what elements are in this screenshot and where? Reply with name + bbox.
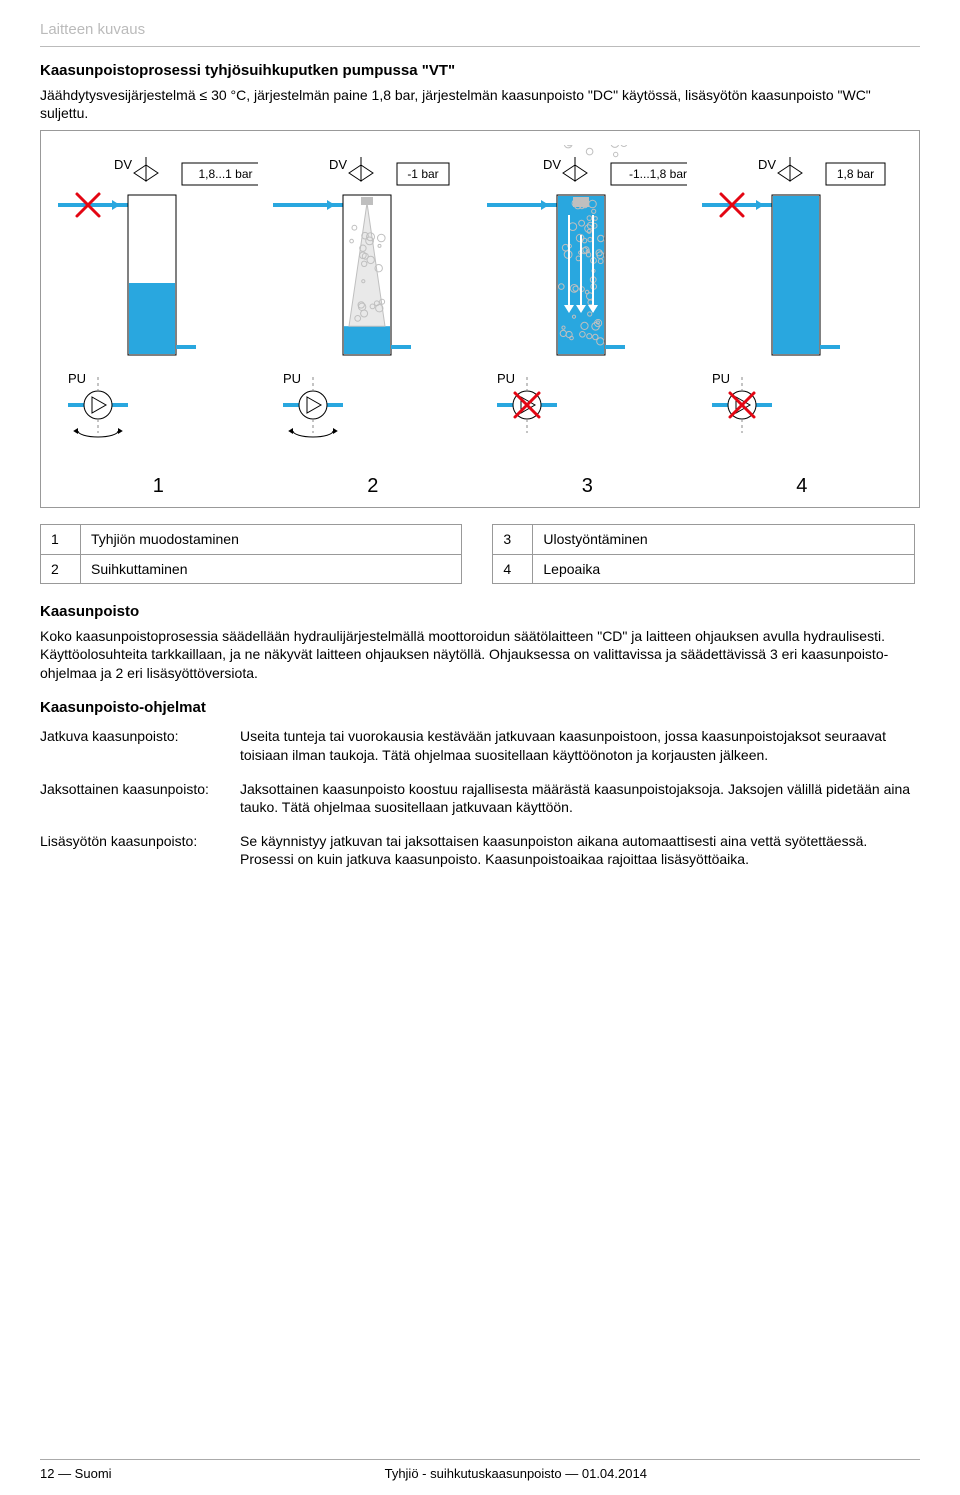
stage-number: 1: [153, 473, 164, 499]
legend-text: Lepoaika: [533, 554, 914, 583]
program-label: Lisäsyötön kaasunpoisto:: [40, 832, 240, 868]
footer-center: Tyhjiö - suihkutuskaasunpoisto — 01.04.2…: [385, 1466, 647, 1483]
legend-num: 4: [493, 554, 533, 583]
footer-left: 12 — Suomi: [40, 1466, 112, 1483]
program-desc: Jaksottainen kaasunpoisto koostuu rajall…: [240, 780, 920, 816]
stage-number: 4: [796, 473, 807, 499]
legend-num: 2: [41, 554, 81, 583]
diagram-stage: DV -1 bar PU 2: [273, 145, 473, 499]
table-row: 2Suihkuttaminen: [41, 554, 462, 583]
table-row: 4Lepoaika: [493, 554, 914, 583]
table-row: 1Tyhjiön muodostaminen: [41, 525, 462, 554]
program-label: Jatkuva kaasunpoisto:: [40, 727, 240, 763]
legend-table-right: 3Ulostyöntäminen4Lepoaika: [492, 524, 914, 583]
process-diagram: DV 1,8...1 bar PU 1 DV -1 bar PU 2 DV -1..…: [40, 130, 920, 508]
svg-text:DV: DV: [758, 157, 776, 172]
page-footer: 12 — Suomi Tyhjiö - suihkutuskaasunpoist…: [0, 1459, 960, 1495]
svg-text:DV: DV: [329, 157, 347, 172]
svg-text:PU: PU: [497, 371, 515, 386]
svg-text:DV: DV: [114, 157, 132, 172]
kaasunpoisto-body: Koko kaasunpoistoprosessia säädellään hy…: [40, 627, 920, 682]
program-label: Jaksottainen kaasunpoisto:: [40, 780, 240, 816]
table-row: 3Ulostyöntäminen: [493, 525, 914, 554]
diagram-stage: DV 1,8 bar PU 4: [702, 145, 902, 499]
stage-number: 3: [582, 473, 593, 499]
svg-text:PU: PU: [283, 371, 301, 386]
svg-text:PU: PU: [712, 371, 730, 386]
legend-text: Suihkuttaminen: [81, 554, 462, 583]
program-desc: Se käynnistyy jatkuvan tai jaksottaisen …: [240, 832, 920, 868]
legend-num: 3: [493, 525, 533, 554]
diagram-stage: DV 1,8...1 bar PU 1: [58, 145, 258, 499]
legend-text: Ulostyöntäminen: [533, 525, 914, 554]
svg-text:-1 bar: -1 bar: [407, 167, 438, 181]
diagram-stage: DV -1...1,8 bar PU 3: [487, 145, 687, 499]
page-title: Kaasunpoistoprosessi tyhjösuihkuputken p…: [40, 61, 920, 81]
svg-text:PU: PU: [68, 371, 86, 386]
programs-heading: Kaasunpoisto-ohjelmat: [40, 698, 920, 718]
program-desc: Useita tunteja tai vuorokausia kestävään…: [240, 727, 920, 763]
page-section-header: Laitteen kuvaus: [40, 20, 920, 47]
intro-paragraph: Jäähdytysvesijärjestelmä ≤ 30 °C, järjes…: [40, 86, 920, 122]
svg-text:1,8 bar: 1,8 bar: [837, 167, 874, 181]
svg-text:DV: DV: [543, 157, 561, 172]
legend-num: 1: [41, 525, 81, 554]
stage-number: 2: [367, 473, 378, 499]
svg-text:-1...1,8 bar: -1...1,8 bar: [629, 167, 687, 181]
programs-grid: Jatkuva kaasunpoisto:Useita tunteja tai …: [40, 727, 920, 868]
legend-table-left: 1Tyhjiön muodostaminen2Suihkuttaminen: [40, 524, 462, 583]
legend-text: Tyhjiön muodostaminen: [81, 525, 462, 554]
svg-text:1,8...1 bar: 1,8...1 bar: [199, 167, 253, 181]
kaasunpoisto-heading: Kaasunpoisto: [40, 602, 920, 622]
legend-tables: 1Tyhjiön muodostaminen2Suihkuttaminen 3U…: [40, 524, 920, 583]
